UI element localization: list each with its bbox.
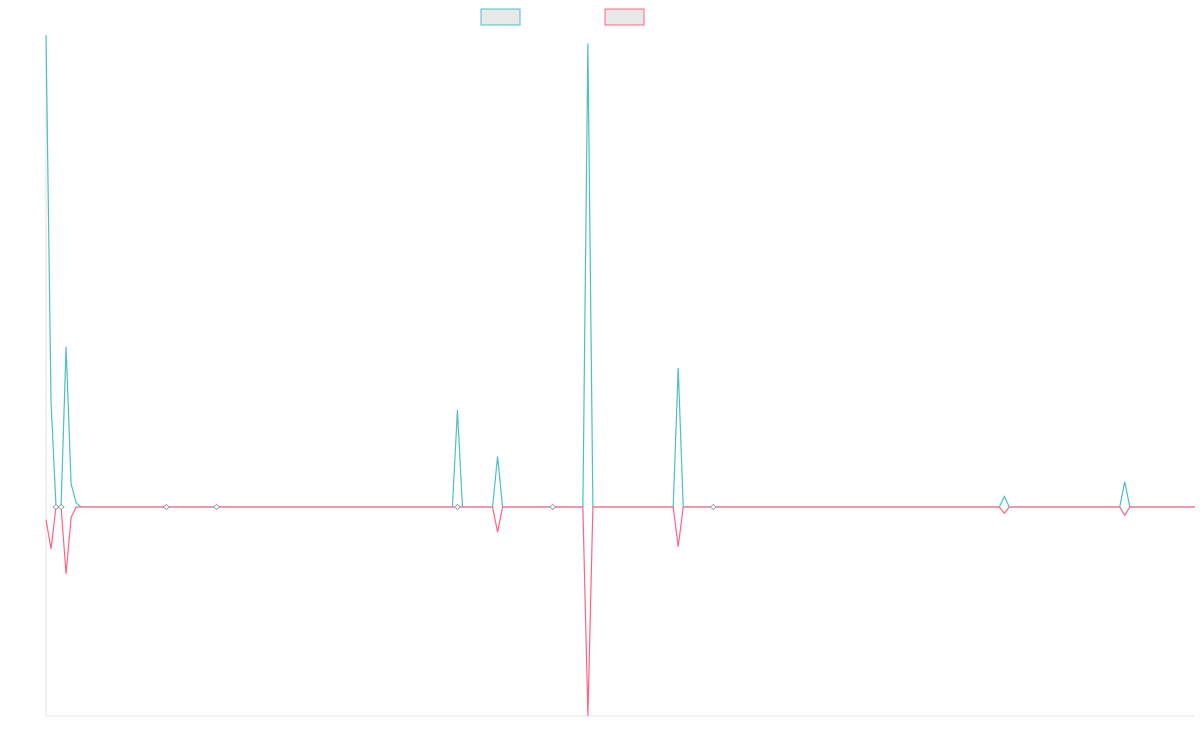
data-point-marker (57, 503, 65, 511)
legend-item-2[interactable] (604, 8, 645, 26)
series-line-1 (45, 34, 1195, 508)
legend (480, 8, 645, 26)
legend-swatch-1 (480, 8, 521, 26)
data-point-marker (549, 503, 557, 511)
data-point-marker (453, 503, 462, 511)
series-line-2 (45, 506, 1195, 717)
data-point-marker (162, 503, 171, 511)
axes (45, 35, 1195, 717)
plot-area (45, 34, 1195, 717)
data-point-marker (709, 503, 717, 511)
data-point-marker (212, 503, 221, 511)
legend-item-1[interactable] (480, 8, 521, 26)
legend-swatch-2 (604, 8, 645, 26)
